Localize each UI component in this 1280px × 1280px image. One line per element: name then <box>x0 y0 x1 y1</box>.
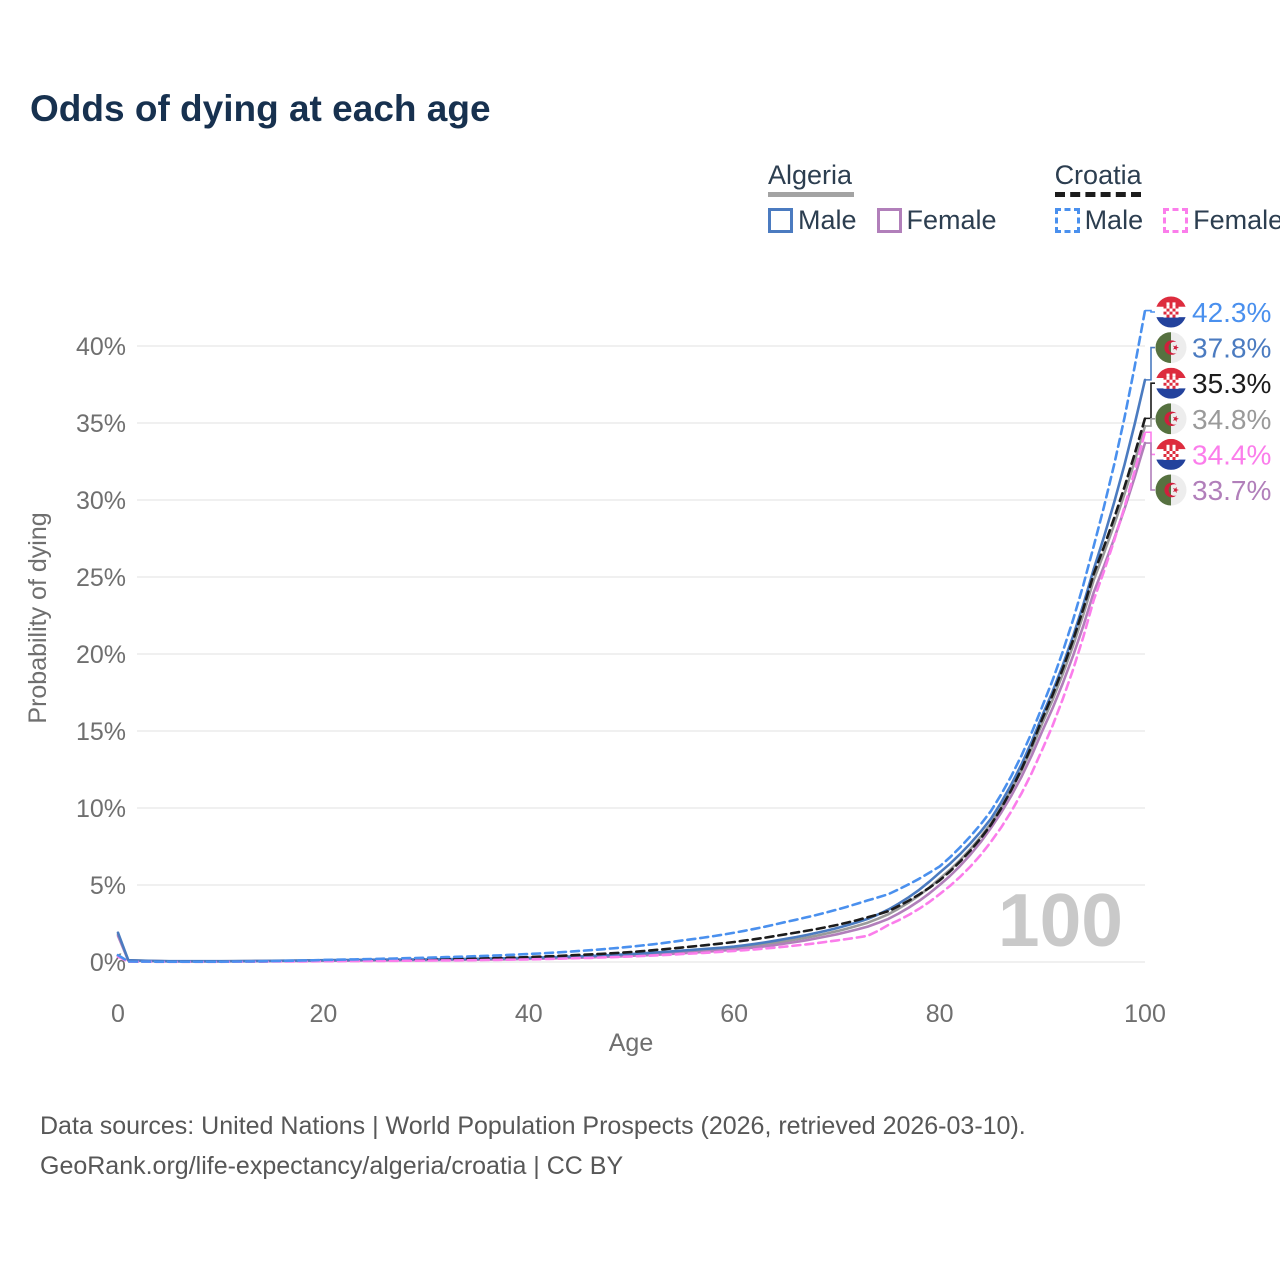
croatia-female-swatch-icon <box>1163 208 1189 233</box>
legend-group-croatia: Croatia Male Female <box>1054 160 1280 236</box>
attribution-line: GeoRank.org/life-expectancy/algeria/croa… <box>40 1152 624 1180</box>
legend-label: Female <box>1193 205 1280 235</box>
algeria-male-swatch-icon <box>768 208 793 233</box>
x-tick-label: 20 <box>309 1000 337 1028</box>
axis-ticks: 0% 5% 10% 15% 20% 25% 30% 35% 40% 0 20 40 60 80 100 <box>76 333 1166 1028</box>
croatia-flag-icon <box>1155 438 1187 470</box>
y-tick-label: 30% <box>76 487 126 515</box>
data-sources-line: Data sources: United Nations | World Pop… <box>40 1112 1026 1140</box>
label-connector <box>1145 309 1155 313</box>
legend-label: Male <box>798 205 857 235</box>
x-tick-label: 100 <box>1124 1000 1166 1028</box>
end-value-label-croatia-male: 42.3% <box>1192 297 1271 328</box>
y-tick-label: 15% <box>76 718 126 746</box>
chart-title: Odds of dying at each age <box>30 88 491 129</box>
algeria-flag-icon <box>1155 403 1187 435</box>
legend-group-algeria: Algeria Male Female <box>768 160 997 236</box>
legend-item-croatia-male[interactable]: Male <box>1054 205 1144 236</box>
label-connector <box>1145 417 1155 427</box>
y-tick-label: 10% <box>76 795 126 823</box>
legend: Algeria Male Female Croatia Male <box>768 160 1280 236</box>
algeria-female-swatch-icon <box>876 208 902 233</box>
y-tick-label: 40% <box>76 333 126 361</box>
x-tick-label: 80 <box>926 1000 954 1028</box>
legend-item-algeria-male[interactable]: Male <box>768 205 857 236</box>
end-value-label-croatia-both: 35.3% <box>1192 368 1271 399</box>
algeria-flag-icon <box>1155 332 1187 364</box>
x-tick-label: 0 <box>111 1000 125 1028</box>
footer: Data sources: United Nations | World Pop… <box>40 1106 1026 1186</box>
y-tick-label: 5% <box>90 872 126 900</box>
algeria-flag-icon <box>1155 474 1187 506</box>
plot-hover-area[interactable] <box>137 300 1145 962</box>
croatia-line-sample <box>1054 192 1141 197</box>
x-tick-label: 40 <box>515 1000 543 1028</box>
x-axis-title: Age <box>609 1029 653 1057</box>
legend-country-algeria: Algeria <box>768 160 853 190</box>
label-connector <box>1145 442 1155 491</box>
end-value-label-croatia-female: 34.4% <box>1192 439 1271 470</box>
end-value-label-algeria-both: 34.8% <box>1192 404 1271 435</box>
legend-item-croatia-female[interactable]: Female <box>1163 205 1280 236</box>
legend-label: Female <box>906 205 997 235</box>
series-line-croatia-male <box>116 309 1147 963</box>
y-tick-label: 0% <box>90 949 126 977</box>
croatia-male-swatch-icon <box>1054 208 1080 233</box>
x-tick-label: 60 <box>720 1000 748 1028</box>
y-tick-label: 25% <box>76 564 126 592</box>
y-tick-label: 35% <box>76 410 126 438</box>
legend-item-algeria-female[interactable]: Female <box>876 205 997 236</box>
hovered-age-watermark: 100 <box>998 878 1123 962</box>
end-value-label-algeria-female: 33.7% <box>1192 475 1271 506</box>
label-connector <box>1145 382 1155 420</box>
legend-label: Male <box>1084 205 1144 235</box>
end-labels: 42.3% 37.8% 35.3% 34.8% 34.4% 33.7% <box>1145 296 1271 506</box>
series-lines <box>116 309 1147 964</box>
y-axis-title: Probability of dying <box>24 512 52 723</box>
croatia-flag-icon <box>1155 367 1187 399</box>
y-tick-label: 20% <box>76 641 126 669</box>
label-connector <box>1145 346 1155 381</box>
end-value-label-algeria-male: 37.8% <box>1192 333 1271 364</box>
legend-country-croatia: Croatia <box>1054 160 1142 190</box>
algeria-line-sample <box>768 192 854 197</box>
croatia-flag-icon <box>1155 296 1187 328</box>
